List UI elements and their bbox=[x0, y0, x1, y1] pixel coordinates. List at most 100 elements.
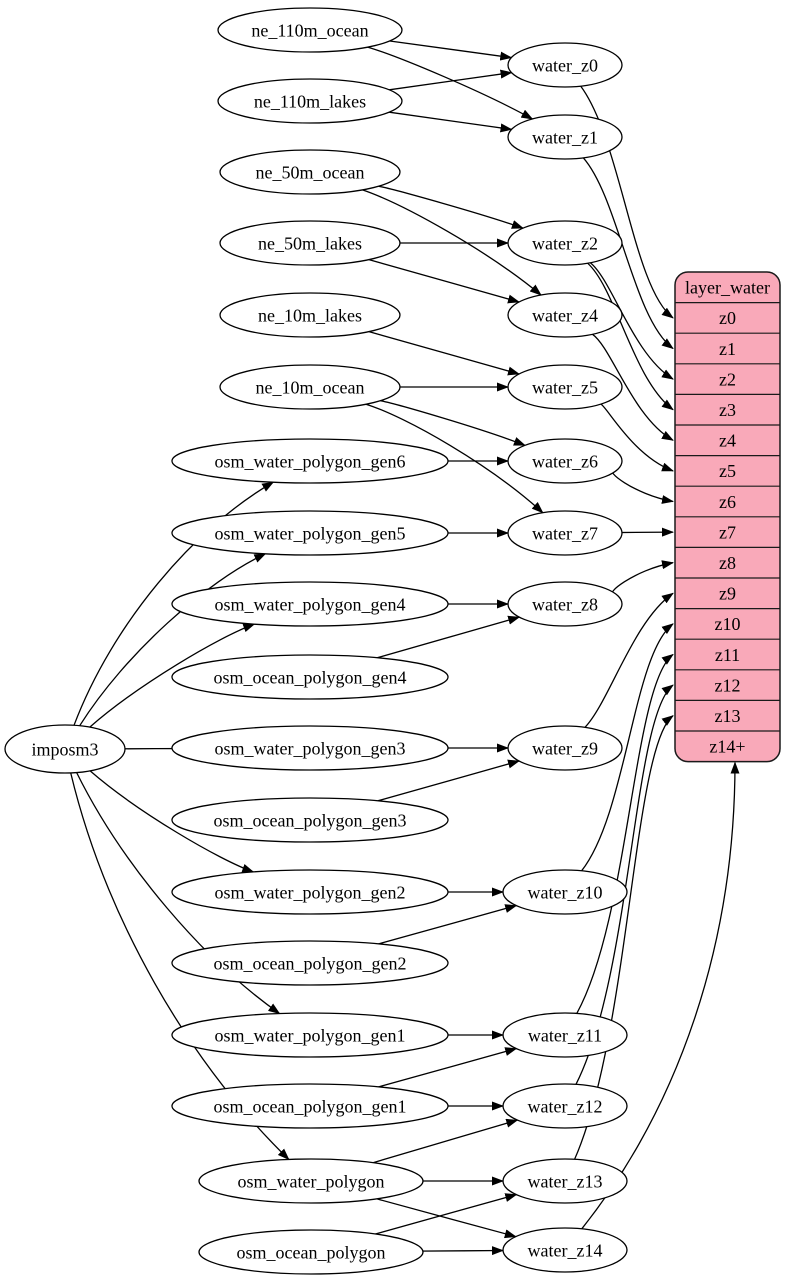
edge-osm_ocean_polygon_gen1--water_z11 bbox=[378, 1047, 518, 1088]
edge-osm_ocean_polygon--water_z13 bbox=[375, 1193, 518, 1235]
edge-ne_110m_ocean--water_z0 bbox=[389, 40, 513, 61]
node-shape-osm_water_polygon_gen3 bbox=[171, 725, 449, 771]
node-label-water_z8: water_z8 bbox=[532, 594, 598, 614]
node-shape-water_z13 bbox=[502, 1158, 628, 1204]
node-osm_ocean_polygon: osm_ocean_polygon bbox=[198, 1229, 424, 1275]
node-shape-water_z11 bbox=[502, 1012, 628, 1058]
node-label-water_z10: water_z10 bbox=[528, 882, 603, 902]
node-label-water_z7: water_z7 bbox=[532, 523, 598, 543]
node-label-osm_water_polygon_gen1: osm_water_polygon_gen1 bbox=[215, 1025, 406, 1045]
node-water_z6: water_z6 bbox=[507, 438, 623, 484]
node-label-water_z6: water_z6 bbox=[532, 451, 598, 471]
node-shape-osm_ocean_polygon_gen2 bbox=[171, 940, 449, 986]
record-header: layer_water bbox=[685, 278, 770, 298]
node-water_z14: water_z14 bbox=[502, 1227, 628, 1273]
node-shape-water_z12 bbox=[502, 1083, 628, 1129]
edge-ne_10m_ocean--water_z7 bbox=[365, 403, 544, 514]
node-water_z4: water_z4 bbox=[507, 292, 623, 338]
node-water_z7: water_z7 bbox=[507, 510, 623, 556]
node-label-osm_water_polygon: osm_water_polygon bbox=[238, 1171, 385, 1191]
edge-ne_110m_ocean--water_z1 bbox=[367, 46, 534, 120]
edge-ne_110m_lakes--water_z0 bbox=[389, 69, 513, 91]
edge-ne_10m_lakes--water_z5 bbox=[368, 330, 520, 376]
edge-water_z4--z4 bbox=[592, 333, 674, 441]
node-water_z5: water_z5 bbox=[507, 364, 623, 410]
node-label-water_z14: water_z14 bbox=[528, 1240, 603, 1260]
edge-ne_50m_lakes--water_z4 bbox=[368, 258, 520, 304]
node-water_z1: water_z1 bbox=[507, 114, 623, 160]
node-shape-water_z14 bbox=[502, 1227, 628, 1273]
edge-water_z10--z10 bbox=[581, 623, 674, 872]
edge-imposm3--osm_water_polygon_gen1 bbox=[76, 772, 281, 1015]
edges-layer bbox=[70, 40, 740, 1256]
node-shape-osm_water_polygon_gen4 bbox=[171, 581, 449, 627]
node-ne_110m_lakes: ne_110m_lakes bbox=[217, 78, 403, 124]
record-row-z5: z5 bbox=[719, 461, 736, 481]
node-shape-osm_water_polygon_gen2 bbox=[171, 869, 449, 915]
edge-water_z11--z11 bbox=[576, 653, 674, 1014]
node-osm_water_polygon_gen6: osm_water_polygon_gen6 bbox=[171, 438, 449, 484]
edge-ne_10m_ocean--water_z6 bbox=[380, 400, 526, 446]
node-ne_10m_ocean: ne_10m_ocean bbox=[219, 364, 401, 410]
node-shape-water_z7 bbox=[507, 510, 623, 556]
record-row-z7: z7 bbox=[719, 522, 736, 542]
node-label-ne_50m_lakes: ne_50m_lakes bbox=[258, 233, 362, 253]
node-water_z10: water_z10 bbox=[502, 869, 628, 915]
node-label-ne_10m_ocean: ne_10m_ocean bbox=[256, 377, 365, 397]
edge-imposm3--osm_water_polygon_gen6 bbox=[73, 481, 275, 726]
node-shape-osm_water_polygon bbox=[198, 1158, 424, 1204]
node-shape-ne_50m_lakes bbox=[219, 220, 401, 266]
record-row-z0: z0 bbox=[719, 308, 736, 328]
node-label-osm_water_polygon_gen3: osm_water_polygon_gen3 bbox=[215, 738, 406, 758]
record-row-z8: z8 bbox=[719, 553, 736, 573]
edge-water_z2--z3 bbox=[587, 262, 674, 411]
edge-water_z5--z5 bbox=[600, 403, 674, 472]
node-osm_water_polygon_gen3: osm_water_polygon_gen3 bbox=[171, 725, 449, 771]
node-water_z9: water_z9 bbox=[507, 725, 623, 771]
node-label-water_z9: water_z9 bbox=[532, 738, 598, 758]
node-label-water_z2: water_z2 bbox=[532, 233, 598, 253]
node-shape-osm_water_polygon_gen1 bbox=[171, 1012, 449, 1058]
edge-osm_ocean_polygon--water_z14 bbox=[417, 1246, 504, 1256]
node-label-osm_ocean_polygon: osm_ocean_polygon bbox=[237, 1242, 386, 1262]
record-row-z14+: z14+ bbox=[709, 737, 745, 757]
node-water_z12: water_z12 bbox=[502, 1083, 628, 1129]
edge-water_z6--z6 bbox=[612, 470, 674, 504]
node-label-ne_110m_lakes: ne_110m_lakes bbox=[254, 91, 366, 111]
record-row-z2: z2 bbox=[719, 369, 736, 389]
node-shape-ne_10m_ocean bbox=[219, 364, 401, 410]
node-label-osm_ocean_polygon_gen3: osm_ocean_polygon_gen3 bbox=[214, 810, 407, 830]
record-row-z12: z12 bbox=[715, 675, 741, 695]
node-label-osm_water_polygon_gen2: osm_water_polygon_gen2 bbox=[215, 882, 406, 902]
record-row-z4: z4 bbox=[719, 431, 736, 451]
edge-ne_50m_ocean--water_z2 bbox=[378, 185, 524, 229]
node-osm_water_polygon_gen5: osm_water_polygon_gen5 bbox=[171, 510, 449, 556]
node-shape-osm_water_polygon_gen6 bbox=[171, 438, 449, 484]
edge-osm_ocean_polygon_gen3--water_z9 bbox=[377, 759, 520, 802]
edge-imposm3--osm_water_polygon_gen5 bbox=[79, 553, 267, 727]
node-osm_water_polygon_gen2: osm_water_polygon_gen2 bbox=[171, 869, 449, 915]
node-shape-water_z2 bbox=[507, 220, 623, 266]
node-label-water_z12: water_z12 bbox=[528, 1096, 603, 1116]
node-water_z13: water_z13 bbox=[502, 1158, 628, 1204]
node-label-imposm3: imposm3 bbox=[31, 739, 98, 759]
node-osm_ocean_polygon_gen2: osm_ocean_polygon_gen2 bbox=[171, 940, 449, 986]
node-osm_water_polygon_gen4: osm_water_polygon_gen4 bbox=[171, 581, 449, 627]
node-water_z0: water_z0 bbox=[507, 42, 623, 88]
record-row-z13: z13 bbox=[715, 706, 741, 726]
record-row-z10: z10 bbox=[715, 614, 741, 634]
node-shape-imposm3 bbox=[4, 724, 126, 774]
node-osm_ocean_polygon_gen4: osm_ocean_polygon_gen4 bbox=[171, 654, 449, 700]
node-shape-osm_ocean_polygon_gen1 bbox=[171, 1083, 449, 1129]
node-osm_water_polygon: osm_water_polygon bbox=[198, 1158, 424, 1204]
edge-imposm3--osm_water_polygon_gen2 bbox=[89, 770, 255, 873]
record-layer_water: layer_water z0 z1 z2 z3 z4 z5 z6 z7 z8 z9 z10 z11 z12… bbox=[674, 271, 781, 763]
node-label-osm_ocean_polygon_gen1: osm_ocean_polygon_gen1 bbox=[214, 1096, 407, 1116]
node-shape-water_z5 bbox=[507, 364, 623, 410]
node-shape-ne_50m_ocean bbox=[219, 149, 401, 195]
node-osm_water_polygon_gen1: osm_water_polygon_gen1 bbox=[171, 1012, 449, 1058]
record-row-z3: z3 bbox=[719, 400, 736, 420]
node-shape-ne_110m_lakes bbox=[217, 78, 403, 124]
